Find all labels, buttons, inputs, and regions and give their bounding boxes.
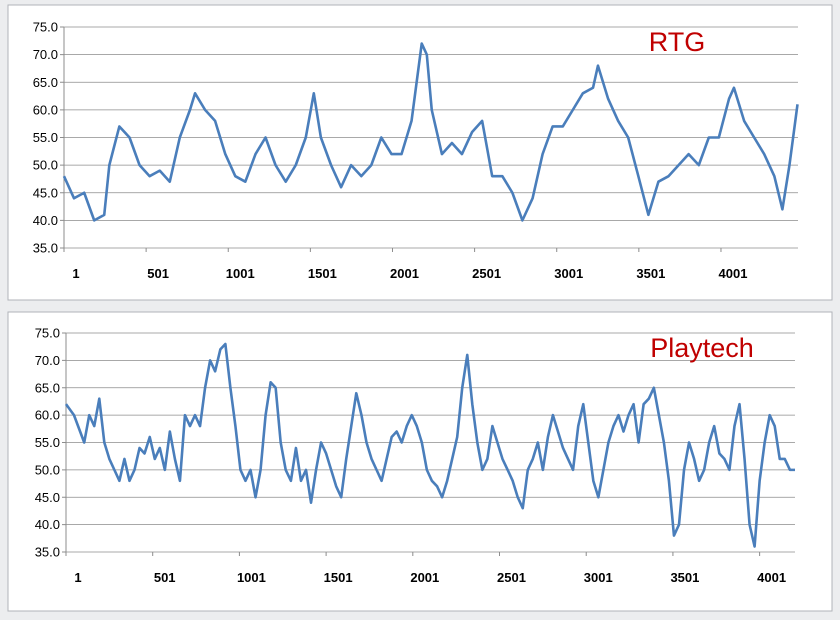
x-tick-label: 4001 [719,266,748,281]
x-tick-label: 2501 [472,266,501,281]
x-tick-label: 1501 [308,266,337,281]
chart-title: Playtech [650,333,754,363]
x-tick-label: 501 [154,570,176,585]
y-tick-label: 65.0 [35,380,60,395]
y-tick-label: 40.0 [35,517,60,532]
y-tick-label: 50.0 [35,462,60,477]
x-tick-label: 501 [147,266,169,281]
y-tick-label: 55.0 [33,130,58,145]
y-tick-label: 45.0 [35,490,60,505]
x-tick-label: 1501 [324,570,353,585]
x-tick-label: 1001 [237,570,266,585]
x-tick-label: 3001 [584,570,613,585]
y-tick-label: 70.0 [33,47,58,62]
x-tick-label: 2001 [390,266,419,281]
x-tick-label: 2501 [497,570,526,585]
y-tick-label: 60.0 [35,408,60,423]
x-tick-label: 3001 [554,266,583,281]
data-line [64,342,795,548]
y-tick-label: 75.0 [35,326,60,341]
y-tick-label: 55.0 [35,435,60,450]
y-tick-label: 60.0 [33,102,58,117]
x-tick-label: 1 [74,570,81,585]
x-tick-label: 2001 [410,570,439,585]
chart-title: RTG [649,27,706,57]
x-tick-label: 4001 [757,570,786,585]
y-tick-label: 75.0 [33,20,58,35]
y-tick-label: 65.0 [33,75,58,90]
y-tick-label: 35.0 [35,545,60,560]
y-tick-label: 45.0 [33,185,58,200]
y-tick-label: 50.0 [33,158,58,173]
y-tick-label: 40.0 [33,213,58,228]
y-tick-label: 70.0 [35,353,60,368]
x-tick-label: 3501 [636,266,665,281]
data-line [62,42,799,222]
x-tick-label: 1 [72,266,79,281]
x-tick-label: 3501 [670,570,699,585]
y-tick-label: 35.0 [33,241,58,256]
x-tick-label: 1001 [226,266,255,281]
